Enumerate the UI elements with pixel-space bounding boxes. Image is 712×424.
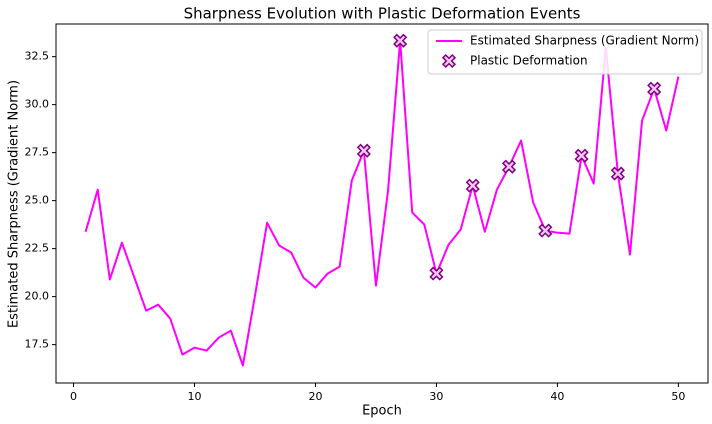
data-line xyxy=(84,39,680,367)
x-tick-label: 10 xyxy=(188,390,202,403)
y-tick-label: 30.0 xyxy=(25,98,50,111)
x-tick-label: 40 xyxy=(550,390,564,403)
legend-box xyxy=(427,29,703,75)
data-point xyxy=(574,148,589,163)
legend-swatch xyxy=(441,53,457,69)
data-point xyxy=(647,81,662,96)
x-tick-label: 50 xyxy=(671,390,685,403)
plot-frame xyxy=(55,23,709,384)
y-tick-label: 17.5 xyxy=(25,338,50,351)
y-tick-label: 22.5 xyxy=(25,242,50,255)
x-tick-label: 20 xyxy=(308,390,322,403)
data-point xyxy=(610,166,625,181)
data-point xyxy=(356,143,371,158)
data-point xyxy=(429,266,444,281)
y-tick-label: 27.5 xyxy=(25,146,50,159)
x-axis-label: Epoch xyxy=(362,404,402,419)
legend-label: Estimated Sharpness (Gradient Norm) xyxy=(470,34,699,48)
data-point xyxy=(393,33,408,48)
x-tick-label: 0 xyxy=(70,390,77,403)
y-axis-label: Estimated Sharpness (Gradient Norm) xyxy=(7,80,22,328)
data-point xyxy=(501,159,517,174)
y-tick-label: 20.0 xyxy=(25,290,50,303)
y-tick-label: 32.5 xyxy=(25,50,50,63)
chart-title: Sharpness Evolution with Plastic Deforma… xyxy=(184,5,581,23)
x-tick-label: 30 xyxy=(429,390,443,403)
y-tick-label: 25.0 xyxy=(25,194,50,207)
data-point xyxy=(465,178,480,193)
legend-label: Plastic Deformation xyxy=(470,54,588,68)
data-point xyxy=(538,223,553,238)
